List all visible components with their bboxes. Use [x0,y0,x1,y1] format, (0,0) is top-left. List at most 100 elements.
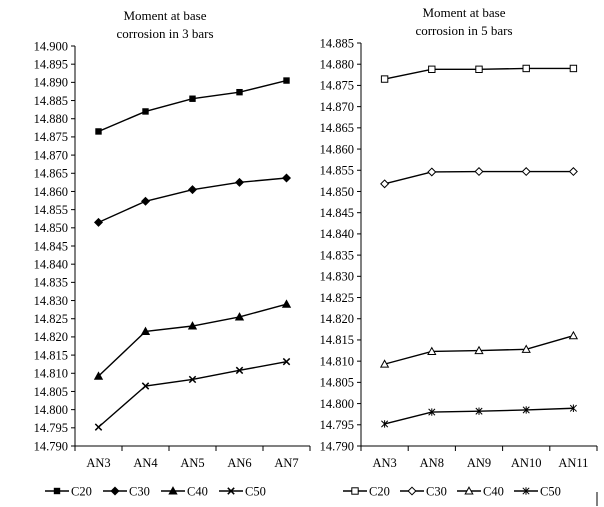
y-tick-label: 14.900 [34,39,68,53]
x-tick-label: AN9 [467,456,491,470]
y-tick-label: 14.820 [320,312,354,326]
y-tick-label: 14.795 [34,421,68,435]
data-point-c30 [568,167,578,177]
y-tick-label: 14.820 [34,330,68,344]
data-point-c30 [521,167,531,177]
y-tick-label: 14.830 [34,294,68,308]
data-point-c30 [140,196,151,206]
y-tick-label: 14.885 [34,94,68,108]
legend-item-c50: C50 [219,484,266,498]
data-point-c20 [236,88,243,96]
x-tick-label: AN7 [274,456,298,470]
legend-marker [110,486,120,496]
legend-label: C40 [187,484,208,498]
y-tick-label: 14.880 [34,112,68,126]
y-tick-label: 14.800 [320,397,354,411]
data-point-c40 [140,326,151,335]
data-point-c30 [93,217,104,227]
chart-title-line: Moment at base [422,5,505,20]
data-point-c40 [379,359,390,368]
x-tick-label: AN3 [86,456,110,470]
legend-label: C50 [245,484,266,498]
x-tick-label: AN11 [558,456,588,470]
y-tick-label: 14.835 [320,248,354,262]
y-tick-label: 14.865 [34,167,68,181]
data-point-c20 [380,75,389,83]
data-point-c40 [281,299,292,308]
data-point-c20 [522,64,530,73]
legend-label: C50 [540,484,561,498]
data-point-c50 [188,375,197,384]
legend-marker [464,486,474,495]
data-point-c50 [282,357,291,366]
y-tick-label: 14.890 [34,76,68,90]
y-tick-label: 14.870 [34,148,68,162]
x-tick-label: AN5 [180,456,204,470]
y-tick-label: 14.860 [34,185,68,199]
chart-title-line: Moment at base [123,8,206,23]
y-tick-label: 14.875 [320,79,354,93]
legend-marker [227,487,235,495]
y-tick-label: 14.815 [320,333,354,347]
series-line-c20 [98,79,287,133]
legend-marker [407,486,417,496]
y-tick-label: 14.805 [320,376,354,390]
data-point-c30 [187,185,198,195]
data-point-c30 [281,173,292,183]
data-point-c40 [521,344,531,353]
y-tick-label: 14.850 [320,185,354,199]
data-point-c30 [427,167,437,177]
series-line-c50 [98,360,287,428]
legend-item-c30: C30 [103,484,150,498]
legend-item-c30: C30 [400,484,447,498]
data-point-c20 [569,64,578,73]
x-tick-label: AN6 [227,456,251,470]
legend-item-c20: C20 [45,484,92,498]
y-tick-label: 14.845 [34,239,68,253]
series-line-c40 [98,303,287,377]
legend-marker [53,487,61,495]
y-tick-label: 14.855 [34,203,68,217]
series-line-c30 [98,177,287,223]
data-point-c30 [474,167,484,177]
y-tick-label: 14.880 [320,58,354,72]
data-point-c50 [141,382,150,390]
y-tick-label: 14.865 [320,121,354,135]
y-tick-label: 14.845 [320,206,354,220]
data-point-c50 [94,423,103,431]
legend-item-c40: C40 [161,484,208,498]
y-tick-label: 14.810 [320,354,354,368]
y-tick-label: 14.815 [34,348,68,362]
y-tick-label: 14.840 [320,227,354,241]
y-tick-label: 14.825 [320,291,354,305]
y-tick-label: 14.860 [320,142,354,156]
data-point-c50 [381,420,389,428]
chart-5-bars: Moment at base corrosion in 5 bars 14.790 1… [320,5,598,498]
y-tick-label: 14.795 [320,418,354,432]
y-tick-label: 14.885 [320,36,354,50]
data-point-c50 [522,406,530,414]
y-tick-label: 14.830 [320,270,354,284]
data-point-c20 [428,65,436,74]
data-point-c40 [93,371,104,380]
data-point-c40 [234,312,245,321]
y-tick-label: 14.840 [34,257,68,271]
data-point-c20 [142,108,149,115]
data-point-c30 [380,179,390,189]
x-tick-label: AN4 [133,456,158,470]
y-tick-label: 14.855 [320,164,354,178]
legend-label: C30 [129,484,150,498]
chart-title-line: corrosion in 3 bars [116,26,213,41]
y-tick-label: 14.895 [34,57,68,71]
chart-title-line: corrosion in 5 bars [415,23,512,38]
legend-item-c20: C20 [343,484,390,498]
data-point-c20 [95,128,102,135]
legend-marker [351,487,359,495]
data-point-c50 [475,407,483,415]
legend-item-c50: C50 [514,484,561,498]
legend-marker [168,486,178,495]
data-point-c40 [427,346,437,355]
chart-3-bars: Moment at base corrosion in 3 bars 14.790 1… [34,8,311,498]
data-point-c50 [569,404,577,412]
